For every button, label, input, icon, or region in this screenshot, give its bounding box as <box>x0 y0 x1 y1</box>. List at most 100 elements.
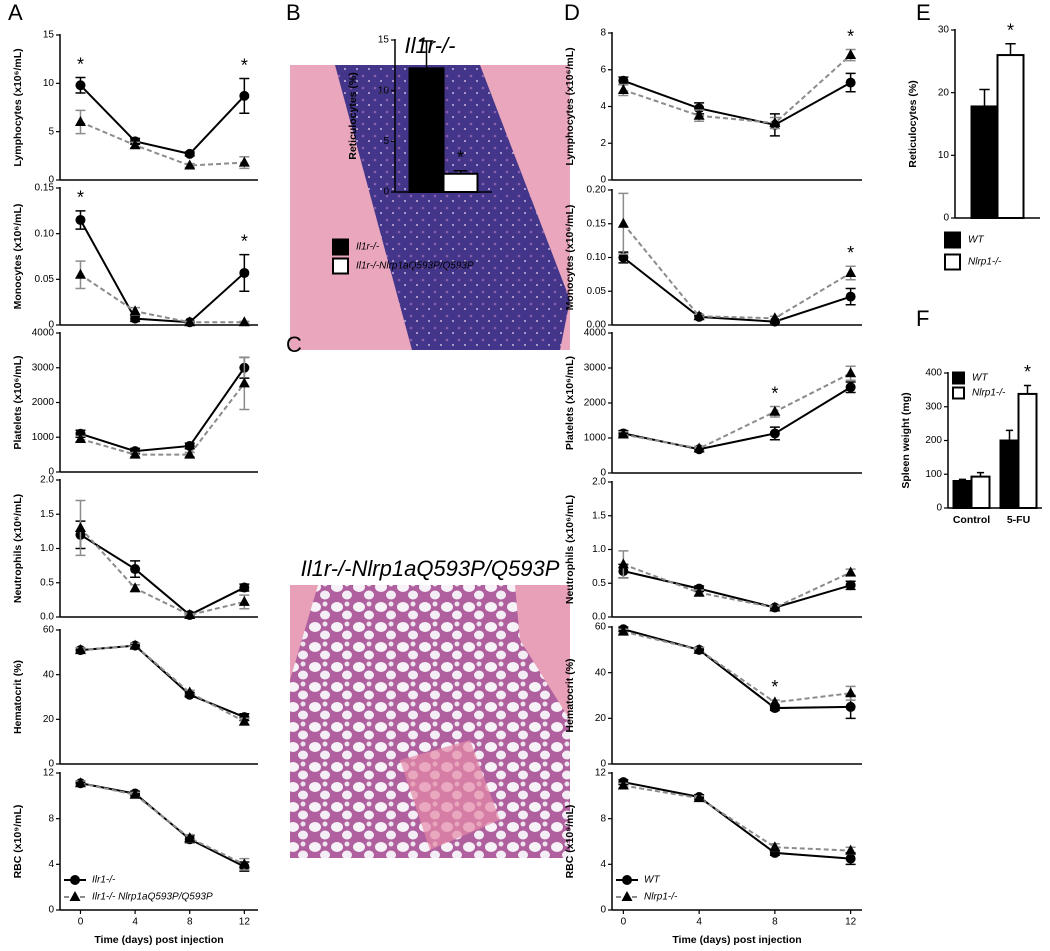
series-line <box>623 630 851 704</box>
y-tick-label: 0.15 <box>587 218 607 229</box>
bar <box>442 172 479 193</box>
x-tick-label: 12 <box>239 917 251 928</box>
panel-label: D <box>564 0 580 25</box>
y-tick-label: 0 <box>48 320 54 331</box>
marker <box>184 316 196 327</box>
bar <box>408 67 445 193</box>
marker <box>129 305 141 316</box>
y-tick-label: 0.10 <box>587 252 607 263</box>
y-tick-label: 0.15 <box>35 183 55 194</box>
y-tick-label: 400 <box>925 368 942 379</box>
series-line <box>623 54 852 125</box>
marker <box>75 80 86 91</box>
significance: * <box>847 243 854 263</box>
legend-swatch <box>944 231 961 249</box>
series-line <box>623 570 851 609</box>
x-tick-label: 12 <box>845 917 857 928</box>
y-tick-label: 2.0 <box>40 475 54 486</box>
marker <box>74 432 86 443</box>
marker <box>693 442 705 453</box>
significance: * <box>457 147 464 167</box>
marker <box>238 377 250 388</box>
y-tick-label: 10 <box>938 150 950 161</box>
y-tick-label: 0 <box>600 175 606 186</box>
marker <box>693 109 705 120</box>
error-bar <box>958 478 967 481</box>
y-tick-label: 5 <box>48 126 54 137</box>
y-tick-label: 2.0 <box>592 477 606 488</box>
series-line <box>79 219 246 324</box>
marker <box>693 310 705 321</box>
marker <box>617 558 629 569</box>
marker <box>75 214 86 225</box>
legend-label: WT <box>968 235 984 246</box>
significance: * <box>847 26 854 46</box>
y-tick-label: 0 <box>48 175 54 186</box>
marker <box>845 49 857 60</box>
y-tick-label: 0 <box>48 467 54 478</box>
marker <box>74 644 86 655</box>
marker <box>693 586 705 597</box>
panel-label: C <box>286 332 302 357</box>
y-tick-label: 0 <box>600 468 606 479</box>
y-tick-label: 0.0 <box>40 612 54 623</box>
marker <box>184 832 196 843</box>
y-tick-label: 200 <box>925 435 942 446</box>
panel-label: F <box>916 306 929 331</box>
histology-label: Il1r-/-Nlrp1aQ593P/Q593P <box>301 556 560 581</box>
error-bar <box>419 40 434 69</box>
marker <box>238 316 250 327</box>
significance: * <box>771 677 778 697</box>
marker <box>769 601 781 612</box>
histology-label: Il1r-/- <box>405 33 456 58</box>
x-tick-label: 8 <box>187 917 193 928</box>
marker <box>618 252 629 263</box>
y-axis-label: Reticulocytes (%) <box>907 80 919 168</box>
marker <box>74 521 86 532</box>
y-axis-label: Hematocrit (%) <box>12 660 24 734</box>
series-line <box>623 372 852 450</box>
legend-label: WT <box>972 373 988 384</box>
x-tick-label: 0 <box>621 917 627 928</box>
legend-swatch <box>952 386 965 400</box>
y-tick-label: 10 <box>43 78 55 89</box>
y-axis-label: Hematocrit (%) <box>564 658 576 732</box>
y-tick-label: 5 <box>383 136 389 147</box>
marker <box>845 844 857 855</box>
y-axis-label: Monocytes (x10⁶/mL) <box>12 204 24 310</box>
y-tick-label: 20 <box>595 713 607 724</box>
error-bar <box>1023 384 1032 394</box>
marker <box>845 77 856 88</box>
marker <box>238 595 250 606</box>
error-bar <box>976 471 985 477</box>
marker <box>238 156 250 167</box>
marker <box>129 582 141 593</box>
y-tick-label: 40 <box>595 667 607 678</box>
marker <box>129 639 141 650</box>
marker <box>769 841 781 852</box>
x-tick-label: 4 <box>132 917 138 928</box>
y-tick-label: 60 <box>43 625 55 636</box>
error-bar <box>979 88 990 107</box>
y-tick-label: 12 <box>43 768 55 779</box>
y-tick-label: 0 <box>48 905 54 916</box>
bar <box>970 105 999 219</box>
series-line <box>623 628 851 710</box>
marker <box>184 148 195 159</box>
y-tick-label: 0.5 <box>40 577 54 588</box>
marker <box>693 792 705 803</box>
y-tick-label: 1000 <box>584 433 607 444</box>
marker <box>845 291 856 302</box>
marker <box>129 788 141 799</box>
legend-swatch <box>952 371 965 385</box>
x-tick-label: Control <box>953 514 990 526</box>
series-line <box>80 382 246 456</box>
error-bar <box>453 169 468 174</box>
y-tick-label: 1000 <box>32 432 55 443</box>
histology-bottom <box>290 585 570 858</box>
marker <box>769 696 781 707</box>
series-line <box>80 782 245 868</box>
series-line <box>80 644 245 723</box>
significance: * <box>1007 21 1014 41</box>
error-bar <box>1005 429 1014 441</box>
